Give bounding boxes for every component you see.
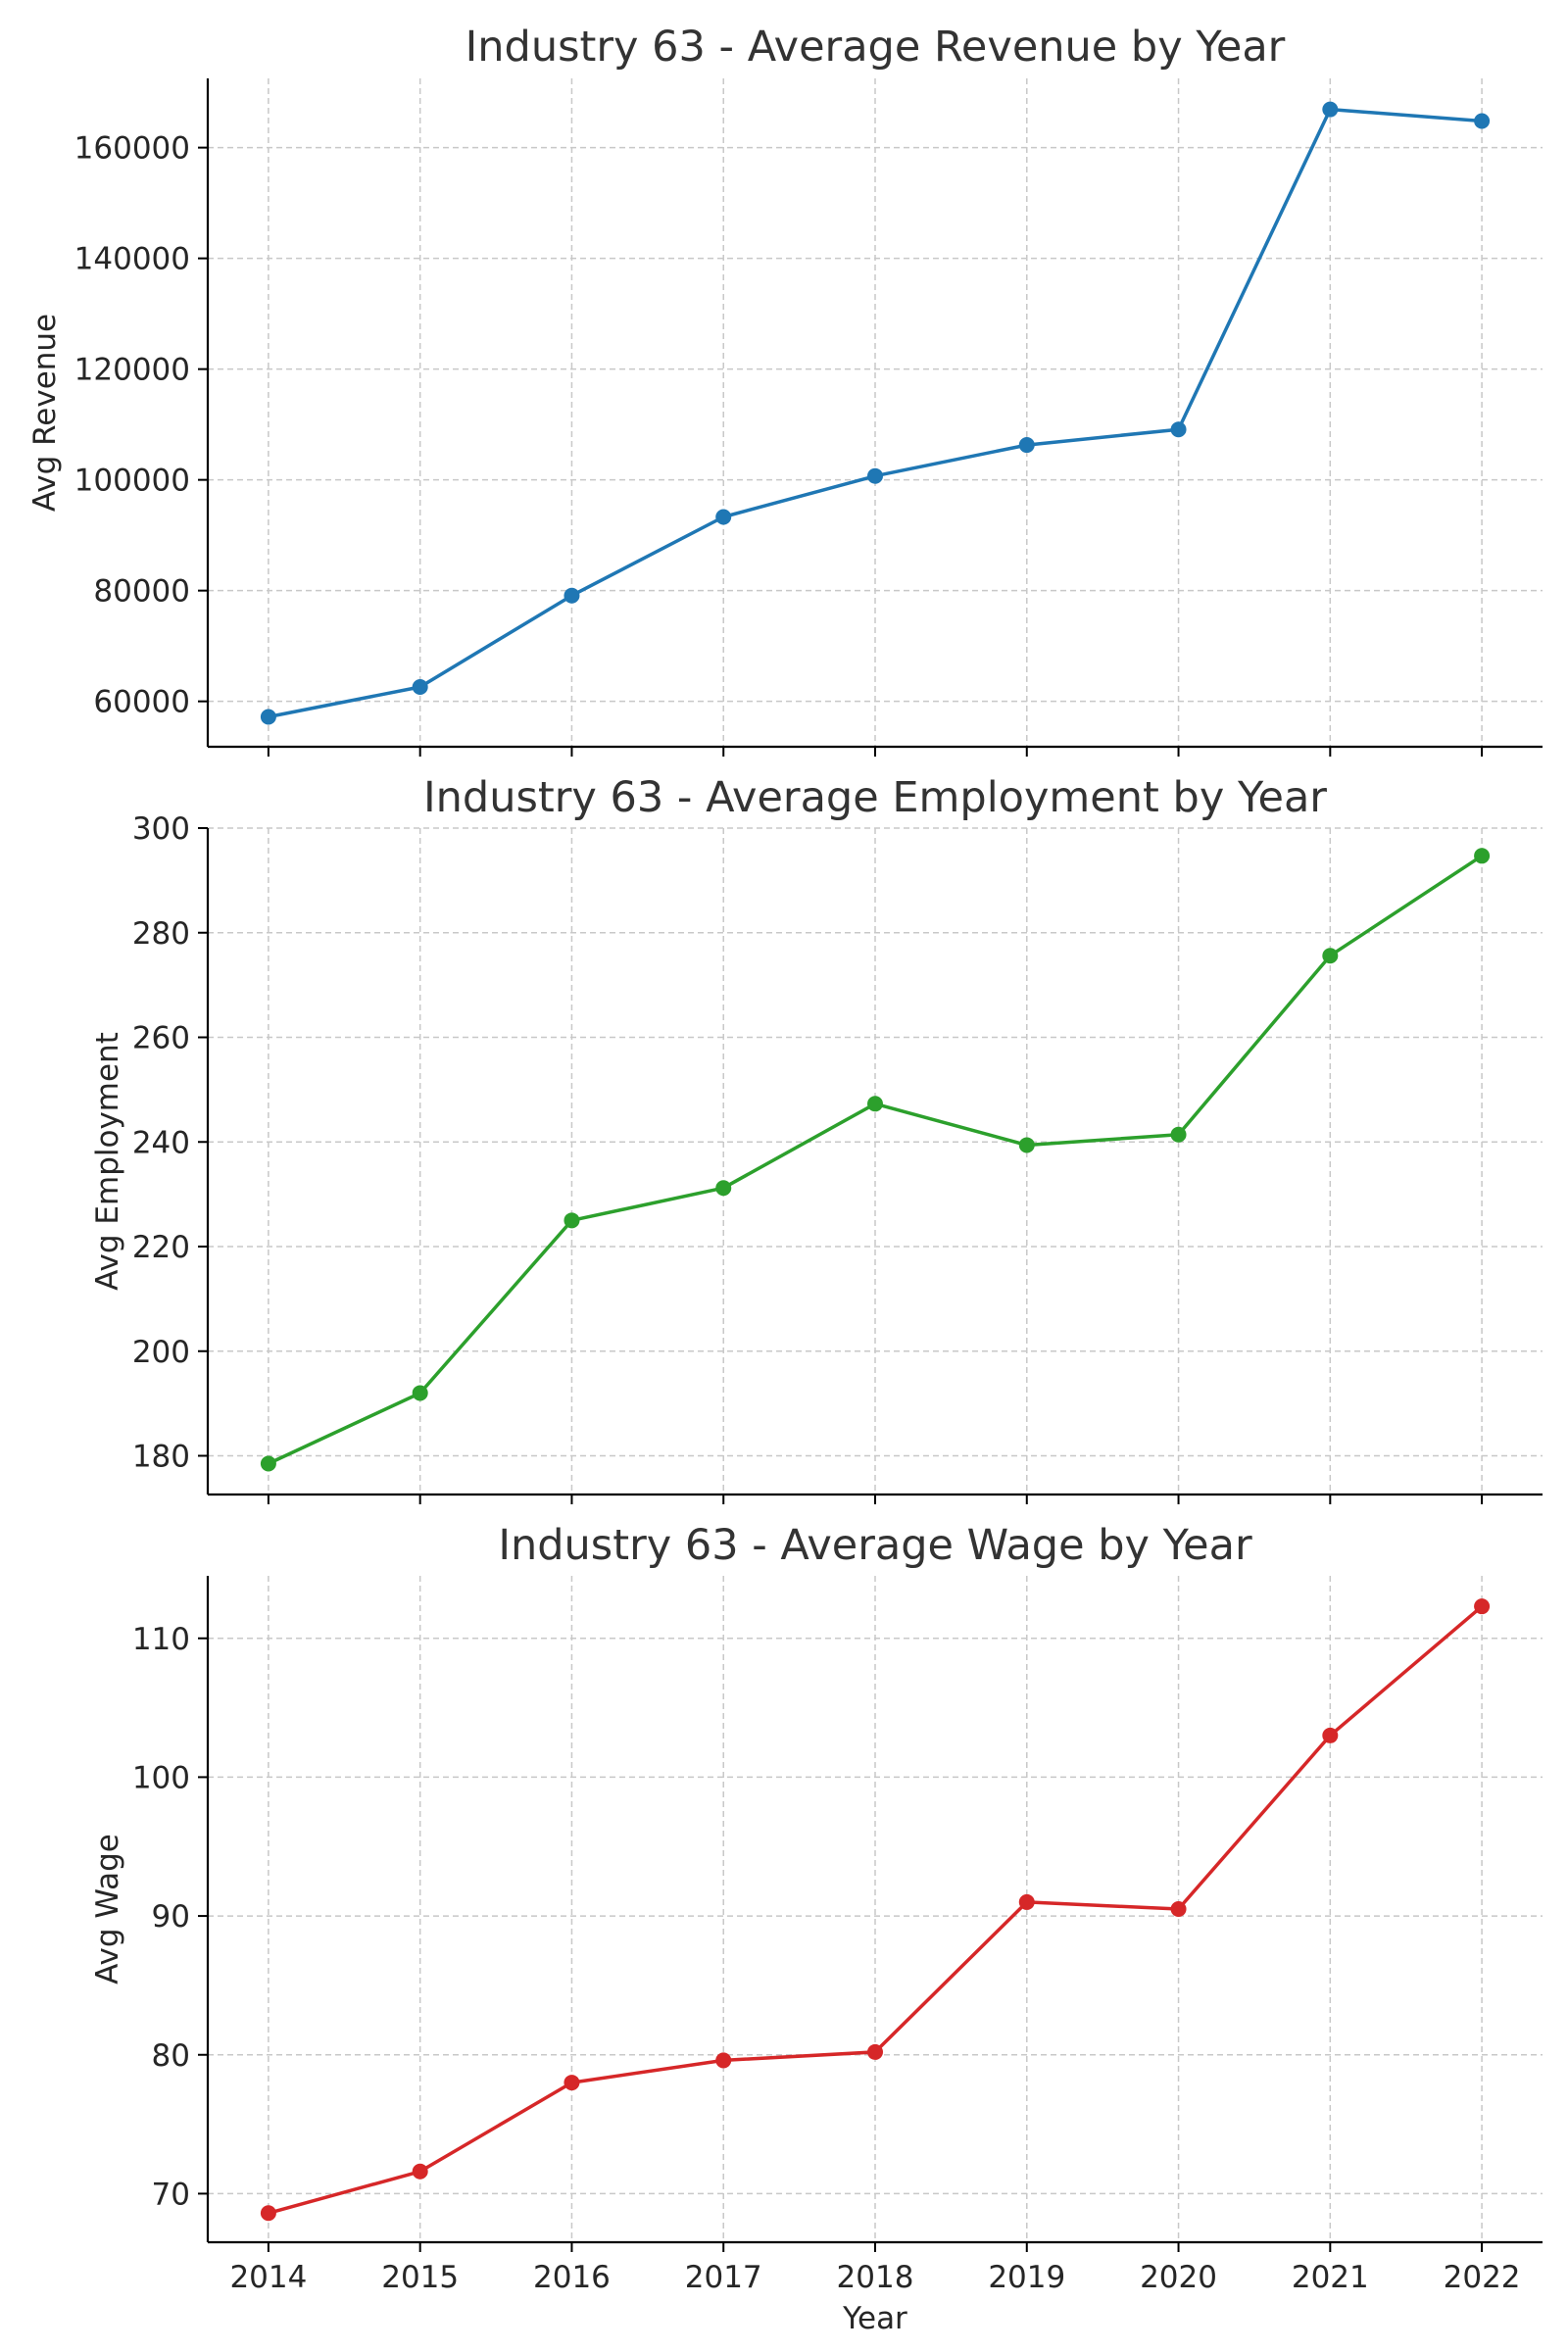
data-point <box>564 1212 580 1229</box>
data-point <box>1322 948 1339 964</box>
y-tick-label: 60000 <box>93 685 190 720</box>
data-point <box>1322 101 1339 118</box>
y-tick-label: 220 <box>132 1230 190 1265</box>
chart-panel-1: 60000 80000 100000 120000 140000 160000 Indust… <box>27 23 1543 757</box>
data-point <box>1170 1126 1187 1143</box>
data-point <box>1018 1893 1035 1910</box>
data-point <box>260 709 276 725</box>
data-point <box>1170 1901 1187 1917</box>
y-tick-label: 300 <box>132 811 190 847</box>
chart-title: Industry 63 - Average Revenue by Year <box>466 23 1286 72</box>
y-tick-label: 100 <box>132 1760 190 1795</box>
data-point <box>564 587 580 604</box>
y-tick-label: 120000 <box>74 353 190 388</box>
data-point <box>1170 421 1187 438</box>
x-tick-label: 2014 <box>229 2260 307 2295</box>
y-tick-label: 140000 <box>74 242 190 277</box>
x-axis-label: Year <box>842 2301 907 2336</box>
x-tick-label: 2017 <box>685 2260 762 2295</box>
y-tick-label: 280 <box>132 916 190 952</box>
data-point <box>260 2205 276 2222</box>
y-tick-label: 80000 <box>93 574 190 610</box>
x-tick-label: 2015 <box>381 2260 459 2295</box>
y-tick-label: 80 <box>152 2038 190 2074</box>
chart-panel-2: 180 200 220 240 260 280 300 Industry 63 - Avera… <box>90 773 1543 1504</box>
data-point <box>1018 437 1035 454</box>
y-tick-label: 260 <box>132 1021 190 1056</box>
y-tick-label: 110 <box>132 1622 190 1657</box>
data-point <box>867 467 883 484</box>
y-axis-label: Avg Employment <box>90 1032 125 1291</box>
x-tick-label: 2021 <box>1292 2260 1369 2295</box>
data-point <box>1474 848 1491 864</box>
data-point <box>1018 1137 1035 1153</box>
x-tick-label: 2020 <box>1140 2260 1217 2295</box>
y-tick-label: 90 <box>152 1899 190 1935</box>
data-point <box>412 678 428 695</box>
data-point <box>412 1385 428 1401</box>
x-tick-label: 2022 <box>1444 2260 1521 2295</box>
y-tick-label: 240 <box>132 1125 190 1160</box>
data-point <box>867 2043 883 2060</box>
data-point <box>412 2163 428 2180</box>
x-tick-label: 2018 <box>837 2260 914 2295</box>
data-point <box>564 2075 580 2091</box>
data-point <box>1474 113 1491 129</box>
y-tick-label: 180 <box>132 1440 190 1475</box>
y-tick-label: 70 <box>152 2177 190 2212</box>
x-tick-label: 2019 <box>988 2260 1065 2295</box>
chart-title: Industry 63 - Average Employment by Year <box>423 773 1327 822</box>
y-tick-label: 160000 <box>74 131 190 167</box>
chart-panel-3: 2014 2015 2016 2017 2018 2019 2020 2021 2022 70 80… <box>90 1521 1543 2336</box>
data-point <box>715 2052 732 2069</box>
data-point <box>867 1096 883 1112</box>
y-tick-label: 200 <box>132 1335 190 1370</box>
data-point <box>260 1455 276 1472</box>
data-point <box>715 509 732 525</box>
x-tick-label: 2016 <box>533 2260 611 2295</box>
data-point <box>1322 1727 1339 1743</box>
data-point <box>715 1180 732 1197</box>
data-point <box>1474 1598 1491 1615</box>
y-tick-label: 100000 <box>74 464 190 499</box>
chart-title: Industry 63 - Average Wage by Year <box>498 1521 1252 1570</box>
y-axis-label: Avg Wage <box>90 1834 125 1984</box>
y-axis-label: Avg Revenue <box>27 314 63 512</box>
